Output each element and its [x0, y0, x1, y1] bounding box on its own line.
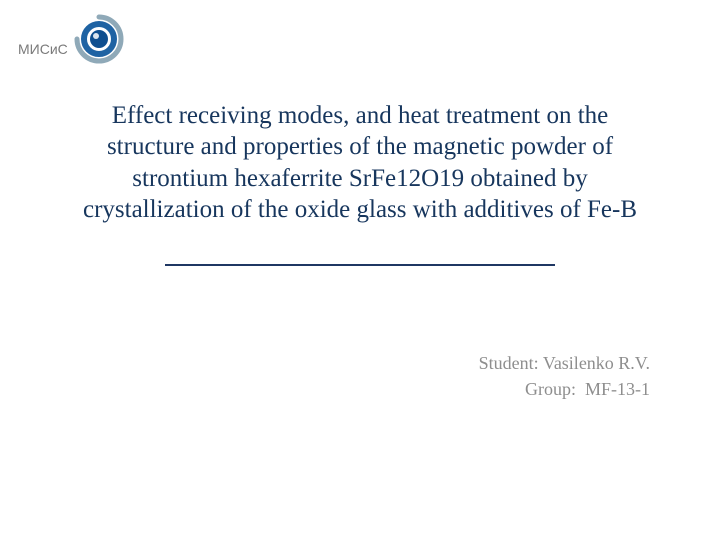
- group-name: MF-13-1: [585, 379, 650, 399]
- page-title: Effect receiving modes, and heat treatme…: [80, 100, 640, 225]
- student-label: Student:: [479, 353, 539, 373]
- group-label: Group:: [525, 379, 576, 399]
- logo-icon: [74, 14, 124, 69]
- logo-block: МИСиС: [18, 14, 124, 69]
- student-name: Vasilenko R.V.: [543, 353, 650, 373]
- title-underline: [165, 264, 555, 266]
- logo-text: МИСиС: [18, 41, 68, 57]
- info-block: Student: Vasilenko R.V. Group: MF-13-1: [479, 350, 650, 402]
- group-line: Group: MF-13-1: [479, 376, 650, 402]
- student-line: Student: Vasilenko R.V.: [479, 350, 650, 376]
- slide-page: МИСиС Effect receiving modes, and heat t…: [0, 0, 720, 540]
